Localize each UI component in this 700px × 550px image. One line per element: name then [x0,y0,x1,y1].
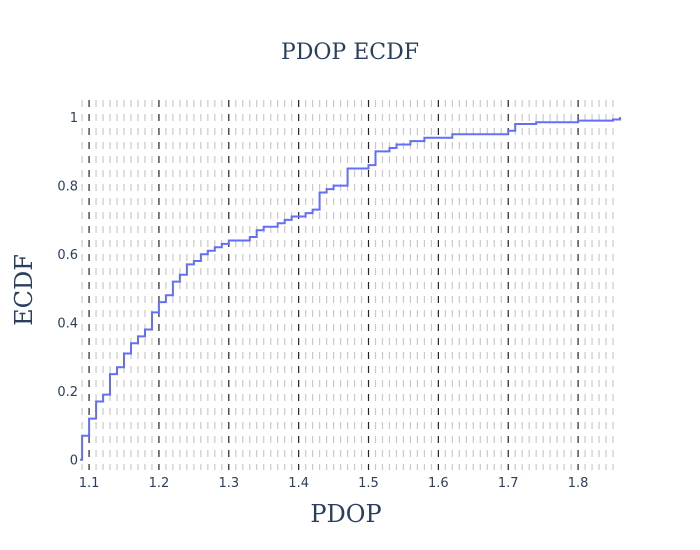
y-tick-label: 0.6 [57,248,78,263]
y-tick-label: 0.4 [57,317,78,332]
gridlines [81,100,614,470]
y-tick-label: 0 [70,454,78,469]
chart-title: PDOP ECDF [281,40,419,65]
x-tick-label: 1.6 [428,476,449,491]
x-tick-label: 1.3 [218,476,239,491]
x-tick-label: 1.8 [568,476,589,491]
y-tick-label: 1 [70,111,78,126]
y-tick-label: 0.8 [57,180,78,195]
x-tick-label: 1.4 [288,476,309,491]
tick-labels: 1.1 1.2 1.3 1.4 1.5 1.6 1.7 1.8 0 0.2 0.4 0.6 0.8 1 [57,111,588,491]
y-axis-label: ECDF [10,254,38,326]
x-tick-label: 1.1 [79,476,100,491]
x-tick-label: 1.2 [149,476,170,491]
x-tick-label: 1.5 [358,476,379,491]
series-layer [80,117,621,461]
y-tick-label: 0.2 [57,385,78,400]
x-axis-label: PDOP [310,500,381,528]
x-tick-label: 1.7 [498,476,519,491]
ecdf-line [80,117,621,461]
